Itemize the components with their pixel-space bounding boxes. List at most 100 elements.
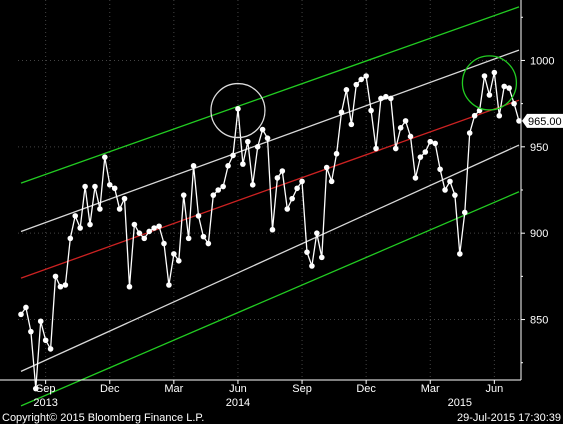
data-point-13 bbox=[82, 183, 88, 190]
x-tick-label-0: Sep bbox=[36, 383, 56, 395]
data-point-69 bbox=[358, 76, 365, 83]
data-point-17 bbox=[102, 154, 108, 160]
data-point-28 bbox=[156, 223, 162, 230]
data-point-88 bbox=[452, 192, 458, 198]
band-line-outer-lower bbox=[20, 191, 520, 407]
year-label-0: 2013 bbox=[33, 397, 57, 409]
data-point-79 bbox=[407, 133, 414, 140]
y-tick-label-850: 850 bbox=[530, 315, 548, 327]
data-point-90 bbox=[461, 209, 468, 216]
data-point-0 bbox=[18, 311, 24, 318]
data-point-50 bbox=[264, 135, 271, 141]
data-point-20 bbox=[116, 206, 123, 212]
band-line-inner-lower bbox=[20, 144, 520, 372]
data-point-92 bbox=[471, 112, 478, 119]
data-point-74 bbox=[383, 93, 389, 100]
data-point-11 bbox=[72, 213, 79, 219]
data-point-64 bbox=[333, 150, 340, 157]
data-point-37 bbox=[200, 233, 207, 240]
data-point-45 bbox=[240, 161, 246, 167]
x-tick-label-4: Sep bbox=[292, 383, 312, 395]
data-point-18 bbox=[106, 182, 113, 188]
data-point-101 bbox=[516, 118, 522, 124]
data-point-73 bbox=[378, 95, 384, 102]
data-point-41 bbox=[220, 183, 226, 190]
data-point-86 bbox=[442, 187, 448, 193]
data-point-38 bbox=[205, 240, 212, 247]
data-point-91 bbox=[466, 130, 473, 136]
data-point-34 bbox=[185, 235, 192, 242]
data-point-65 bbox=[338, 109, 345, 116]
data-point-98 bbox=[501, 83, 508, 90]
data-point-100 bbox=[511, 100, 517, 107]
data-point-96 bbox=[491, 69, 498, 76]
data-point-61 bbox=[318, 254, 325, 261]
data-point-83 bbox=[427, 138, 434, 145]
data-point-70 bbox=[363, 73, 369, 79]
band-line-inner-upper bbox=[20, 49, 520, 233]
data-point-46 bbox=[245, 138, 251, 145]
data-point-4 bbox=[37, 318, 44, 325]
data-point-44 bbox=[235, 106, 241, 112]
data-point-39 bbox=[210, 192, 217, 198]
y-tick-label-1000: 1000 bbox=[530, 55, 554, 67]
data-point-53 bbox=[279, 168, 286, 174]
data-point-29 bbox=[161, 240, 167, 247]
annotations-layer bbox=[210, 55, 518, 139]
timestamp-text: 29-Jul-2015 17:30:39 bbox=[457, 412, 561, 424]
data-point-76 bbox=[392, 145, 399, 152]
data-point-19 bbox=[111, 185, 118, 192]
data-point-57 bbox=[299, 178, 305, 185]
data-point-9 bbox=[62, 282, 69, 288]
data-point-95 bbox=[486, 92, 493, 98]
annotation-circle-1 bbox=[461, 55, 518, 111]
x-tick-label-7: Jun bbox=[485, 383, 503, 395]
data-point-60 bbox=[314, 230, 320, 236]
data-point-51 bbox=[269, 226, 276, 233]
data-point-43 bbox=[230, 152, 236, 159]
x-tick-label-1: Dec bbox=[100, 383, 120, 395]
x-tick-label-6: Mar bbox=[421, 383, 440, 395]
data-point-35 bbox=[190, 163, 197, 169]
data-point-27 bbox=[151, 225, 157, 231]
data-point-6 bbox=[47, 346, 54, 352]
data-point-2 bbox=[28, 328, 34, 335]
data-point-85 bbox=[437, 166, 443, 173]
data-point-82 bbox=[422, 149, 429, 155]
data-point-1 bbox=[23, 304, 29, 311]
data-point-78 bbox=[402, 118, 409, 124]
data-point-22 bbox=[126, 283, 133, 290]
data-point-14 bbox=[87, 221, 93, 228]
year-label-1: 2014 bbox=[226, 397, 250, 409]
data-point-16 bbox=[97, 206, 103, 212]
last-value-box bbox=[522, 113, 563, 128]
data-point-25 bbox=[141, 235, 148, 242]
data-point-31 bbox=[171, 251, 177, 257]
data-point-8 bbox=[57, 283, 64, 290]
data-point-71 bbox=[368, 107, 374, 114]
data-point-87 bbox=[447, 178, 453, 185]
data-point-67 bbox=[348, 121, 355, 128]
data-point-5 bbox=[42, 337, 49, 344]
data-point-81 bbox=[417, 154, 424, 160]
data-point-47 bbox=[249, 182, 256, 188]
data-point-48 bbox=[254, 144, 261, 150]
data-point-30 bbox=[166, 282, 172, 288]
data-point-63 bbox=[328, 178, 335, 185]
data-point-72 bbox=[373, 145, 379, 152]
data-point-3 bbox=[32, 385, 39, 392]
data-point-80 bbox=[412, 175, 419, 181]
data-point-12 bbox=[77, 225, 83, 231]
data-point-62 bbox=[323, 164, 330, 171]
regression-bands-layer bbox=[20, 6, 520, 407]
data-point-54 bbox=[284, 206, 291, 212]
data-point-59 bbox=[309, 263, 315, 269]
y-tick-label-900: 900 bbox=[530, 228, 548, 240]
last-value-label: 965.00 bbox=[528, 116, 562, 128]
annotation-circle-0 bbox=[210, 82, 266, 139]
year-label-2: 2015 bbox=[448, 397, 472, 409]
data-point-99 bbox=[506, 85, 512, 91]
x-tick-label-5: Dec bbox=[356, 383, 376, 395]
